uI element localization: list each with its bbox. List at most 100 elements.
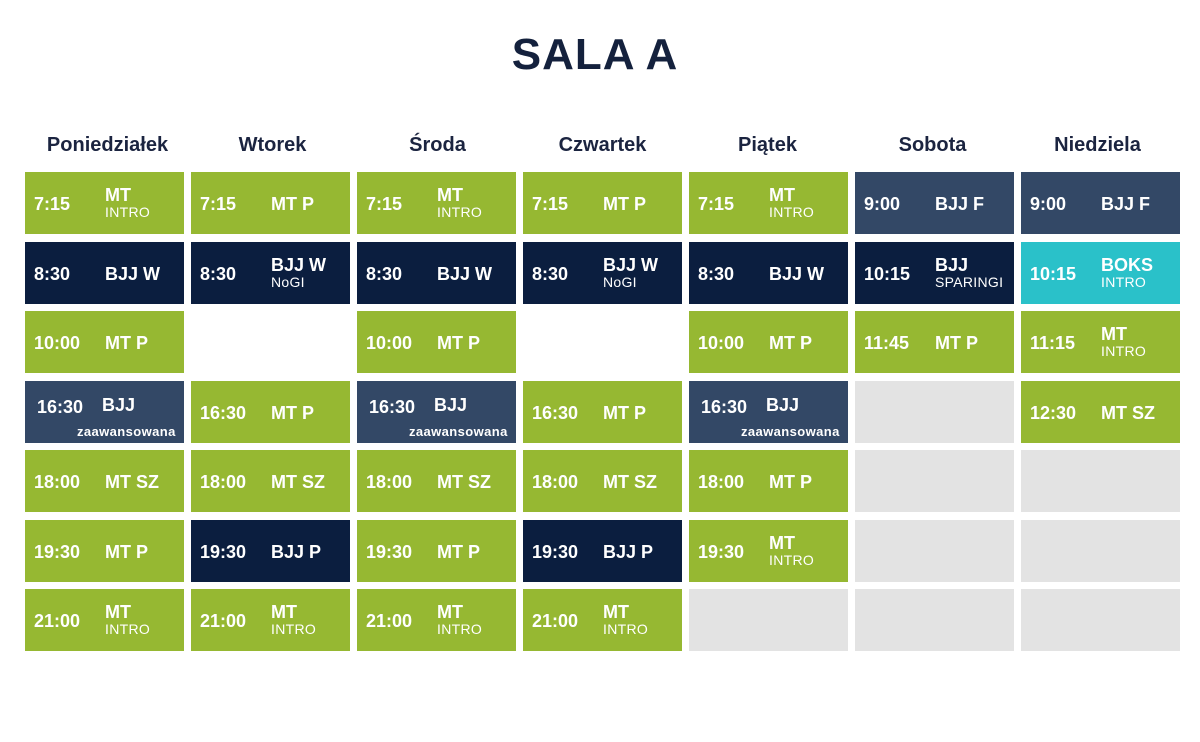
- slot-time: 16:30: [701, 396, 748, 417]
- class-slot: 10:00 MT P: [357, 311, 516, 373]
- empty-slot: [1021, 589, 1180, 651]
- slot-label: BJJ F: [935, 186, 984, 213]
- slot-time: 11:15: [1030, 333, 1076, 353]
- slot-label: MT INTRO: [271, 603, 316, 636]
- class-slot: 10:15 BJJ SPARINGI: [855, 241, 1014, 304]
- empty-slot: [523, 311, 682, 373]
- slot-label: MT P: [271, 395, 314, 422]
- class-slot: 11:45 MT P: [855, 311, 1014, 373]
- empty-slot: [855, 450, 1014, 512]
- class-slot: 8:30 BJJ W: [25, 241, 184, 304]
- day-header-row: Poniedziałek Wtorek Środa Czwartek Piąte…: [25, 128, 1180, 162]
- slot-class-name: MT P: [935, 333, 978, 353]
- slot-class-name: MT: [603, 602, 629, 622]
- slot-time: 21:00: [200, 611, 247, 631]
- class-slot: 21:00 MT INTRO: [191, 589, 350, 651]
- slot-time: 10:00: [366, 333, 413, 353]
- slot-label: MT P: [271, 186, 314, 213]
- slot-time: 11:45: [864, 333, 910, 353]
- slot-label: MT INTRO: [105, 186, 150, 219]
- slot-time: 18:00: [34, 472, 81, 492]
- slot-time: 19:30: [532, 541, 579, 562]
- class-slot: 8:30 BJJ W NoGI: [191, 241, 350, 304]
- day-header-saturday: Sobota: [898, 133, 967, 156]
- day-header-thursday: Czwartek: [558, 133, 647, 156]
- slot-class-name: MT P: [437, 333, 480, 353]
- slot-label: BJJ SPARINGI: [935, 256, 1003, 289]
- day-header-sunday: Niedziela: [1054, 133, 1141, 156]
- empty-slot: [1021, 450, 1180, 512]
- slot-label: MT INTRO: [437, 186, 482, 219]
- slot-class-name: BJJ: [935, 254, 969, 275]
- slot-class-detail: INTRO: [437, 204, 483, 220]
- slot-time: 21:00: [34, 611, 81, 631]
- class-slot: 7:15 MT P: [523, 172, 682, 234]
- class-slot: 9:00 BJJ F: [855, 172, 1014, 234]
- day-header-friday: Piątek: [738, 133, 797, 156]
- slot-label: MT P: [769, 464, 812, 491]
- class-slot: 21:00 MT INTRO: [523, 589, 682, 651]
- slot-time: 16:30: [369, 396, 416, 417]
- slot-label: BJJ P: [603, 534, 653, 561]
- slot-time: 7:15: [34, 194, 71, 214]
- empty-slot: [855, 519, 1014, 582]
- slot-class-detail: INTRO: [271, 621, 317, 637]
- slot-class-name: MT P: [769, 472, 812, 492]
- class-slot: 10:00 MT P: [689, 311, 848, 373]
- slot-time: 10:15: [864, 263, 911, 284]
- day-header-monday: Poniedziałek: [46, 133, 169, 156]
- slot-label: MT SZ: [105, 464, 159, 491]
- empty-slot: [689, 589, 848, 651]
- class-slot: 10:15 BOKS INTRO: [1021, 241, 1180, 304]
- class-slot: 21:00 MT INTRO: [357, 589, 516, 651]
- slot-class-name: MT P: [437, 541, 480, 562]
- slot-label: MT P: [769, 325, 812, 352]
- slot-time: 16:30: [200, 402, 247, 423]
- slot-time: 8:30: [698, 263, 735, 284]
- class-slot: 8:30 BJJ W NoGI: [523, 241, 682, 304]
- slot-class-name: MT: [437, 185, 463, 205]
- slot-class-detail: INTRO: [769, 551, 815, 568]
- class-slot: 7:15 MT INTRO: [689, 172, 848, 234]
- slot-class-name: BJJ F: [935, 194, 985, 214]
- schedule-row: 7:15 MT INTRO 7:15 MT P 7:15 MT INTRO 7:15 MT P 7:…: [25, 172, 1180, 234]
- slot-label: MT SZ: [1101, 395, 1155, 422]
- slot-class-name: MT: [769, 185, 795, 205]
- day-header-wednesday: Środa: [409, 133, 466, 156]
- slot-label: BJJ W: [437, 256, 492, 283]
- class-slot: 9:00 BJJ F: [1021, 172, 1180, 234]
- slot-class-detail: INTRO: [437, 621, 483, 637]
- slot-class-name: BJJ F: [1101, 194, 1151, 214]
- class-slot: 19:30 BJJ P: [191, 519, 350, 582]
- slot-label: MT P: [935, 325, 978, 352]
- class-slot: 19:30 MT INTRO: [689, 519, 848, 582]
- slot-time: 10:00: [34, 333, 81, 353]
- day-header-tuesday: Wtorek: [238, 133, 307, 156]
- slot-time: 18:00: [200, 472, 247, 492]
- class-slot: 10:00 MT P: [25, 311, 184, 373]
- slot-class-name: MT: [1101, 324, 1127, 344]
- slot-label: MT INTRO: [769, 534, 814, 567]
- slot-time: 19:30: [34, 541, 81, 562]
- slot-time: 8:30: [532, 263, 569, 284]
- class-slot: 16:30 BJJ zaawansowana: [25, 380, 184, 443]
- slot-time: 16:30: [532, 402, 579, 423]
- class-slot: 18:00 MT SZ: [357, 450, 516, 512]
- slot-class-detail: SPARINGI: [935, 273, 1004, 290]
- slot-class-detail: INTRO: [105, 204, 151, 220]
- slot-class-name: BJJ: [766, 394, 800, 415]
- empty-slot: [1021, 519, 1180, 582]
- page-title: SALA A: [511, 30, 679, 79]
- class-slot: 16:30 MT P: [523, 380, 682, 443]
- slot-time: 9:00: [864, 194, 901, 214]
- schedule-row: 16:30 BJJ zaawansowana 16:30 MT P 16:30 BJJ zaa…: [25, 380, 1180, 443]
- empty-slot: [191, 311, 350, 373]
- slot-time: 10:15: [1030, 263, 1077, 284]
- class-slot: 7:15 MT INTRO: [25, 172, 184, 234]
- slot-label: MT INTRO: [437, 603, 482, 636]
- slot-time: 18:00: [698, 472, 745, 492]
- slot-class-name: MT SZ: [603, 472, 657, 492]
- slot-class-detail: INTRO: [769, 204, 815, 220]
- slot-class-detail: zaawansowana: [77, 423, 176, 439]
- slot-time: 9:00: [1030, 194, 1067, 214]
